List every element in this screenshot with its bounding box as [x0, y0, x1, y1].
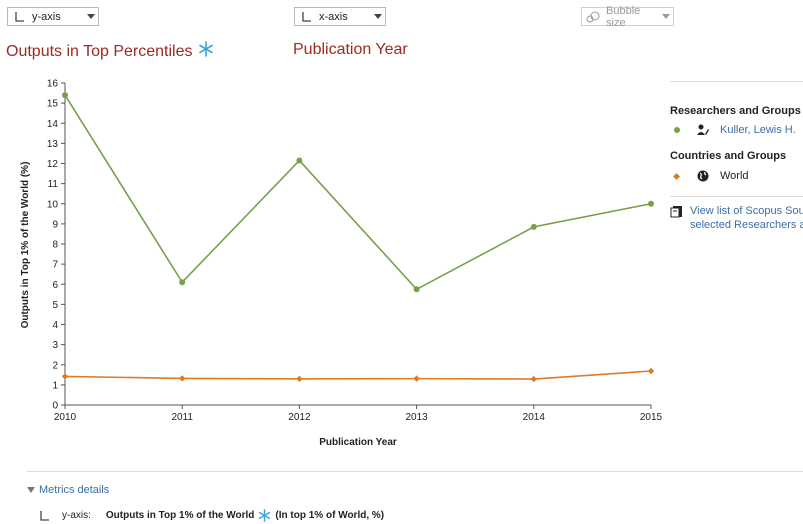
series-marker-circle	[674, 127, 680, 133]
x-axis-dropdown-label: x-axis	[319, 10, 348, 23]
data-point-1	[296, 157, 303, 164]
data-point-1	[62, 92, 68, 99]
x-tick-label: 2014	[523, 412, 546, 423]
bubble-size-dropdown[interactable]: Bubble size	[581, 4, 674, 29]
data-point-2	[296, 375, 303, 383]
x-tick-label: 2015	[640, 412, 663, 423]
data-point-2	[647, 367, 655, 375]
yaxis-detail-metric: Outputs in Top 1% of the World	[105, 510, 255, 521]
yaxis-detail-label: y-axis:	[62, 510, 91, 521]
y-tick-label: 0	[52, 401, 58, 412]
scopus-link-line1: View list of Scopus Sourc	[690, 205, 803, 217]
x-axis-icon	[295, 11, 317, 23]
legend-bottom-divider	[670, 196, 803, 197]
y-tick-label: 6	[52, 280, 58, 291]
y-tick-label: 8	[52, 240, 58, 251]
scopus-sources-link[interactable]: View list of Scopus Sourc selected Resea…	[670, 204, 803, 232]
y-tick-label: 12	[47, 159, 59, 170]
data-point-2	[530, 375, 537, 383]
x-metric-heading: Publication Year	[293, 41, 408, 59]
x-tick-label: 2010	[54, 412, 77, 423]
data-point-1	[413, 286, 420, 293]
y-axis-dropdown-label: y-axis	[32, 10, 61, 23]
data-point-2	[413, 375, 420, 382]
yaxis-detail-suffix: (In top 1% of World, %)	[275, 510, 385, 521]
x-axis-dropdown[interactable]: x-axis	[294, 7, 386, 26]
metrics-details-toggle[interactable]: Metrics details	[27, 484, 109, 496]
y-tick-label: 10	[47, 199, 59, 210]
data-point-2	[179, 375, 186, 382]
data-point-2	[61, 373, 69, 380]
legend-item-world[interactable]: World	[672, 170, 749, 182]
data-point-1	[530, 223, 537, 230]
metrics-divider	[27, 471, 803, 472]
legend-researcher-name: Kuller, Lewis H.	[720, 124, 796, 136]
metrics-details-label: Metrics details	[39, 484, 110, 496]
y-tick-label: 15	[47, 99, 59, 110]
y-axis-icon	[38, 510, 50, 522]
series-marker-diamond	[672, 172, 681, 180]
legend-countries-heading: Countries and Groups	[670, 150, 787, 162]
legend-world-name: World	[720, 170, 749, 182]
data-point-1	[179, 279, 186, 286]
y-axis-title: Outputs in Top 1% of the World (%)	[20, 162, 31, 329]
bubble-size-dropdown-label: Bubble size	[606, 4, 641, 29]
chevron-down-icon	[84, 13, 98, 20]
chevron-down-icon	[659, 13, 673, 20]
chart-series	[61, 92, 655, 383]
y-tick-label: 1	[52, 380, 58, 391]
series-line-1	[64, 94, 652, 291]
y-tick-label: 13	[47, 139, 59, 150]
x-metric-title: Publication Year	[293, 41, 408, 58]
y-axis-dropdown[interactable]: y-axis	[7, 7, 99, 26]
y-tick-label: 16	[47, 79, 59, 90]
y-axis-icon	[8, 11, 30, 23]
yaxis-detail-row: y-axis: Outputs in Top 1% of the World (…	[38, 509, 384, 522]
chevron-down-icon	[371, 13, 385, 20]
scopus-link-line2: selected Researchers an	[690, 219, 803, 231]
bubble-icon	[582, 11, 604, 23]
legend-item-researcher[interactable]: Kuller, Lewis H.	[674, 124, 796, 136]
series-line-2	[64, 370, 652, 380]
book-icon	[670, 205, 683, 232]
y-tick-label: 14	[47, 119, 59, 130]
y-tick-label: 9	[52, 219, 58, 230]
researcher-icon	[697, 124, 709, 136]
y-tick-label: 7	[52, 260, 58, 271]
y-tick-label: 3	[52, 340, 58, 351]
triangle-down-icon	[27, 487, 35, 493]
snowflake-icon	[198, 41, 214, 62]
snowflake-icon	[258, 509, 271, 522]
y-tick-label: 2	[52, 360, 58, 371]
y-metric-title: Outputs in Top Percentiles	[6, 42, 193, 60]
y-metric-heading: Outputs in Top Percentiles	[6, 41, 214, 62]
x-tick-label: 2011	[171, 412, 193, 423]
y-tick-label: 4	[52, 320, 58, 331]
y-tick-label: 11	[48, 179, 59, 190]
x-tick-label: 2012	[288, 412, 311, 423]
globe-icon	[697, 170, 709, 182]
legend-researchers-heading: Researchers and Groups	[670, 105, 801, 117]
data-point-1	[648, 200, 654, 207]
legend-top-divider	[670, 81, 803, 82]
y-tick-label: 5	[52, 300, 58, 311]
x-axis-title: Publication Year	[319, 437, 397, 448]
x-tick-label: 2013	[405, 412, 428, 423]
